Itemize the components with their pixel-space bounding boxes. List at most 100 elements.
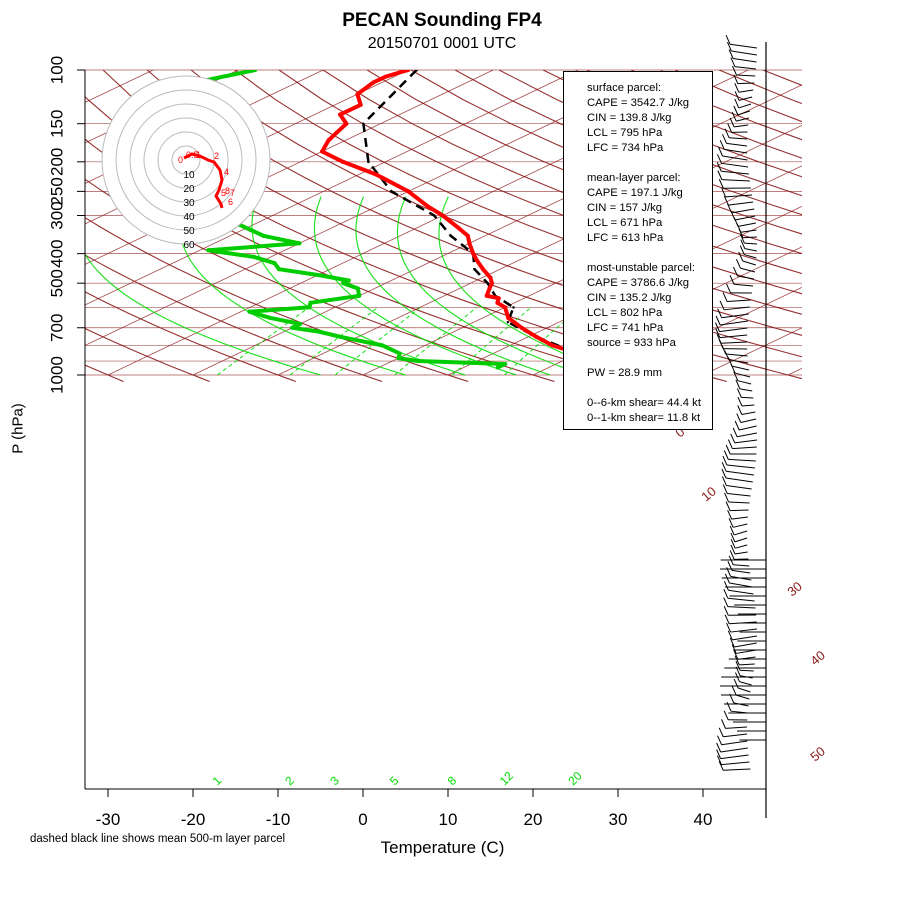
- x-tick-label: -20: [181, 810, 206, 829]
- wind-barb-flag: [734, 91, 740, 101]
- wind-barb: [744, 242, 758, 245]
- wind-barb: [725, 726, 748, 729]
- wind-barb-flag: [740, 239, 746, 249]
- wind-barb-flag: [735, 660, 741, 671]
- wind-barb: [739, 388, 753, 392]
- x-tick-label: -10: [266, 810, 291, 829]
- wind-barb-flag: [733, 650, 739, 660]
- wind-barb-flag: [730, 363, 736, 374]
- precipitable-water-block: PW = 28.9 mm: [587, 366, 712, 381]
- dewpoint-line-point: [495, 365, 500, 370]
- dry-adiabat-line: [146, 70, 802, 358]
- parcel-line-point: [367, 160, 370, 164]
- wind-barb-flag: [718, 761, 724, 771]
- hodograph-ring: [101, 75, 271, 245]
- y-tick-label: 200: [47, 148, 66, 176]
- wind-barb: [738, 103, 752, 109]
- footnote: dashed black line shows mean 500-m layer…: [30, 833, 286, 845]
- info-line: LCL = 795 hPa: [587, 127, 663, 139]
- dry-adiabat-line: [498, 70, 802, 197]
- wind-barb: [734, 124, 749, 128]
- wind-barb-flag: [717, 154, 722, 164]
- temperature-line-point: [480, 267, 485, 272]
- y-tick-label: 250: [47, 177, 66, 205]
- wind-barb-flag: [721, 468, 727, 479]
- wind-barb-flag: [735, 258, 741, 269]
- mixing-ratio-label: 8: [445, 773, 460, 788]
- wind-barb: [731, 516, 748, 520]
- wind-barb-flag: [723, 581, 729, 591]
- surface-parcel-block: surface parcel: CAPE = 3542.7 J/kg CIN =…: [587, 81, 712, 156]
- wind-barb: [721, 740, 748, 746]
- wind-barb-flag: [715, 315, 721, 326]
- wind-barb: [736, 117, 750, 122]
- x-tick-label: 0: [358, 810, 367, 829]
- wind-barb-flag: [736, 413, 742, 423]
- isotherm-label: 10: [698, 484, 719, 505]
- wind-barb: [737, 275, 755, 280]
- wind-barb-flag: [730, 57, 736, 67]
- wind-barb: [730, 628, 758, 633]
- info-line: source = 933 hPa: [587, 337, 676, 349]
- wind-barb: [726, 470, 754, 476]
- hodograph-ring-label: 60: [183, 240, 195, 251]
- wind-barb: [742, 260, 756, 266]
- info-line: CAPE = 3542.7 J/kg: [587, 97, 690, 109]
- mixing-ratio-label: 5: [387, 773, 402, 788]
- hodograph-ring: [129, 103, 243, 217]
- wind-barb: [741, 396, 754, 399]
- wind-barb: [737, 222, 757, 227]
- dewpoint-line-point: [316, 329, 321, 334]
- info-line: most-unstable parcel:: [587, 262, 695, 274]
- chart-subtitle: 20150701 0001 UTC: [367, 35, 517, 52]
- wind-barb-flag: [730, 532, 736, 543]
- temperature-line-point: [406, 189, 411, 194]
- wind-barb-flag: [718, 179, 724, 189]
- wind-barb-flag: [732, 427, 738, 437]
- wind-barb: [722, 155, 748, 161]
- wind-barb: [721, 313, 749, 319]
- wind-barb: [741, 411, 756, 415]
- wind-barb: [726, 142, 748, 147]
- wind-barb-flag: [726, 283, 731, 294]
- mixing-ratio-label: 3: [327, 773, 342, 788]
- wind-barb-flag: [725, 34, 731, 45]
- temperature-line-point: [489, 281, 494, 286]
- dewpoint-line-point: [415, 359, 420, 364]
- wind-barb-flag: [723, 710, 729, 720]
- wind-barb-flag: [735, 379, 741, 390]
- dewpoint-line-point: [315, 272, 320, 277]
- temperature-line-point: [496, 296, 501, 301]
- wind-barb-flag: [725, 501, 731, 511]
- dewpoint-line-point: [276, 267, 281, 272]
- isotherm-line: [85, 70, 409, 225]
- wind-barb: [739, 669, 754, 672]
- wind-barb-flag: [722, 484, 728, 494]
- wind-barb-flag: [734, 655, 740, 666]
- wind-barb-flag: [723, 597, 729, 607]
- isotherm-line: [873, 70, 900, 375]
- wind-barb: [744, 248, 757, 252]
- dewpoint-line-point: [206, 248, 211, 253]
- moist-adiabat-line: [313, 196, 517, 376]
- wind-barb-flag: [728, 49, 734, 59]
- isotherm-line: [702, 327, 802, 376]
- parcel-line-point: [449, 234, 453, 238]
- info-line: 0--6-km shear= 44.4 kt: [587, 397, 701, 409]
- wind-barb-flag: [724, 573, 730, 584]
- wind-barb-flag: [717, 308, 723, 318]
- wind-barb: [732, 635, 758, 641]
- info-line: LCL = 802 hPa: [587, 307, 663, 319]
- hodograph-height-label: 8: [225, 186, 230, 196]
- wind-barb-flag: [717, 735, 722, 745]
- wind-barb-flag: [723, 195, 729, 206]
- wind-barb-flag: [724, 492, 730, 503]
- hodograph-ring-label: 10: [183, 170, 195, 181]
- info-line: LCL = 671 hPa: [587, 217, 663, 229]
- wind-barb: [731, 50, 757, 56]
- wind-barb-flag: [729, 550, 735, 560]
- wind-barb: [736, 694, 750, 700]
- wind-barb: [726, 464, 755, 469]
- wind-barb: [721, 179, 750, 182]
